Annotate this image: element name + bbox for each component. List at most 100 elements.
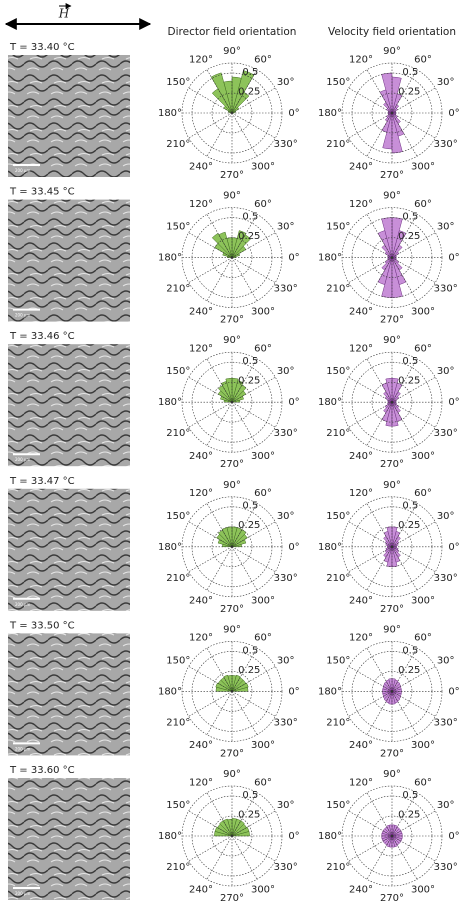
grid-spoke — [391, 835, 436, 862]
grid-spoke — [391, 402, 418, 446]
theta-tick-label: 120° — [349, 488, 373, 499]
outer-circle — [181, 207, 283, 308]
theta-tick-label: 90° — [383, 191, 401, 202]
theta-tick-label: 270° — [380, 748, 404, 759]
theta-tick-label: 300° — [251, 740, 275, 751]
theta-tick-label: 150° — [326, 511, 350, 522]
theta-tick-label: 240° — [349, 740, 373, 751]
grid-spoke — [348, 376, 393, 403]
outer-circle — [181, 351, 283, 453]
theta-tick-label: 90° — [383, 769, 401, 780]
temperature-label: T = 33.46 °C — [9, 331, 75, 342]
grid-spoke — [391, 112, 418, 157]
grid-spoke — [231, 257, 258, 302]
grid-spoke — [348, 87, 393, 114]
theta-tick-label: 180° — [318, 397, 342, 408]
theta-tick-label: 90° — [223, 46, 241, 57]
theta-tick-label: 180° — [158, 542, 182, 553]
theta-tick-label: 180° — [158, 397, 182, 408]
theta-tick-label: 60° — [254, 199, 272, 210]
theta-tick-label: 270° — [380, 315, 404, 326]
theta-tick-label: 240° — [349, 306, 373, 317]
theta-tick-label: 300° — [411, 595, 435, 606]
theta-tick-label: 210° — [166, 139, 190, 150]
grid-spoke — [391, 792, 418, 837]
theta-tick-label: 120° — [349, 633, 373, 644]
bar — [391, 546, 398, 549]
theta-tick-label: 210° — [326, 717, 350, 728]
theta-tick-label: 210° — [326, 428, 350, 439]
theta-tick-label: 330° — [434, 284, 458, 295]
grid-spoke — [206, 691, 233, 735]
grid-spoke — [206, 503, 233, 547]
temperature-label: T = 33.40 °C — [9, 42, 75, 53]
theta-tick-label: 180° — [318, 831, 342, 842]
theta-tick-label: 270° — [220, 893, 244, 904]
theta-tick-label: 60° — [254, 54, 272, 65]
micrograph — [8, 344, 130, 467]
scale-bar-label: 200 µm — [15, 313, 30, 318]
theta-tick-label: 120° — [189, 633, 213, 644]
bar — [231, 70, 255, 114]
theta-tick-label: 0° — [288, 831, 299, 842]
theta-tick-label: 300° — [411, 740, 435, 751]
grid-circle — [371, 526, 413, 568]
theta-tick-label: 120° — [349, 199, 373, 210]
grid-spoke — [391, 810, 436, 837]
grid-spoke — [391, 546, 436, 573]
grid-spoke — [366, 503, 393, 547]
outer-circle — [341, 785, 443, 887]
theta-tick-label: 270° — [380, 170, 404, 181]
theta-tick-label: 180° — [158, 108, 182, 119]
theta-tick-label: 330° — [274, 428, 298, 439]
theta-tick-label: 210° — [166, 284, 190, 295]
theta-tick-label: 270° — [380, 459, 404, 470]
bar — [391, 402, 401, 413]
theta-tick-label: 240° — [189, 885, 213, 896]
micrograph — [8, 633, 130, 756]
r-tick-label: 0.5 — [242, 211, 258, 222]
theta-tick-label: 30° — [437, 511, 455, 522]
theta-tick-label: 0° — [448, 686, 459, 697]
bar — [215, 682, 233, 692]
grid-spoke — [206, 792, 233, 837]
bar — [231, 674, 241, 692]
grid-spoke — [366, 691, 393, 735]
grid-spoke — [231, 257, 276, 283]
theta-tick-label: 270° — [220, 604, 244, 615]
theta-tick-label: 150° — [326, 222, 350, 233]
bar — [391, 546, 401, 558]
theta-tick-label: 120° — [349, 54, 373, 65]
theta-tick-label: 150° — [326, 77, 350, 88]
r-tick-label: 0.25 — [398, 809, 420, 820]
grid-spoke — [348, 112, 393, 139]
theta-tick-label: 0° — [448, 253, 459, 264]
grid-spoke — [188, 257, 233, 283]
grid-spoke — [391, 214, 418, 258]
field-label: H — [58, 7, 70, 21]
grid-spoke — [206, 402, 233, 446]
grid-spoke — [206, 546, 233, 591]
theta-tick-label: 270° — [220, 459, 244, 470]
scale-bar-label: 200 µm — [15, 168, 30, 173]
theta-tick-label: 240° — [349, 595, 373, 606]
theta-tick-label: 120° — [189, 54, 213, 65]
grid-spoke — [391, 691, 436, 717]
grid-spoke — [348, 232, 393, 258]
bar — [391, 691, 401, 702]
theta-tick-label: 210° — [326, 573, 350, 584]
temperature-label: T = 33.60 °C — [9, 765, 75, 776]
theta-tick-label: 180° — [318, 108, 342, 119]
theta-tick-label: 0° — [288, 108, 299, 119]
grid-spoke — [231, 112, 276, 139]
r-tick-label: 0.25 — [398, 520, 420, 531]
theta-tick-label: 90° — [383, 46, 401, 57]
theta-tick-label: 0° — [448, 108, 459, 119]
grid-spoke — [366, 214, 393, 258]
grid-spoke — [231, 521, 276, 548]
r-tick-label: 0.25 — [238, 376, 260, 387]
theta-tick-label: 120° — [189, 777, 213, 788]
theta-tick-label: 300° — [251, 451, 275, 462]
theta-tick-label: 210° — [166, 717, 190, 728]
